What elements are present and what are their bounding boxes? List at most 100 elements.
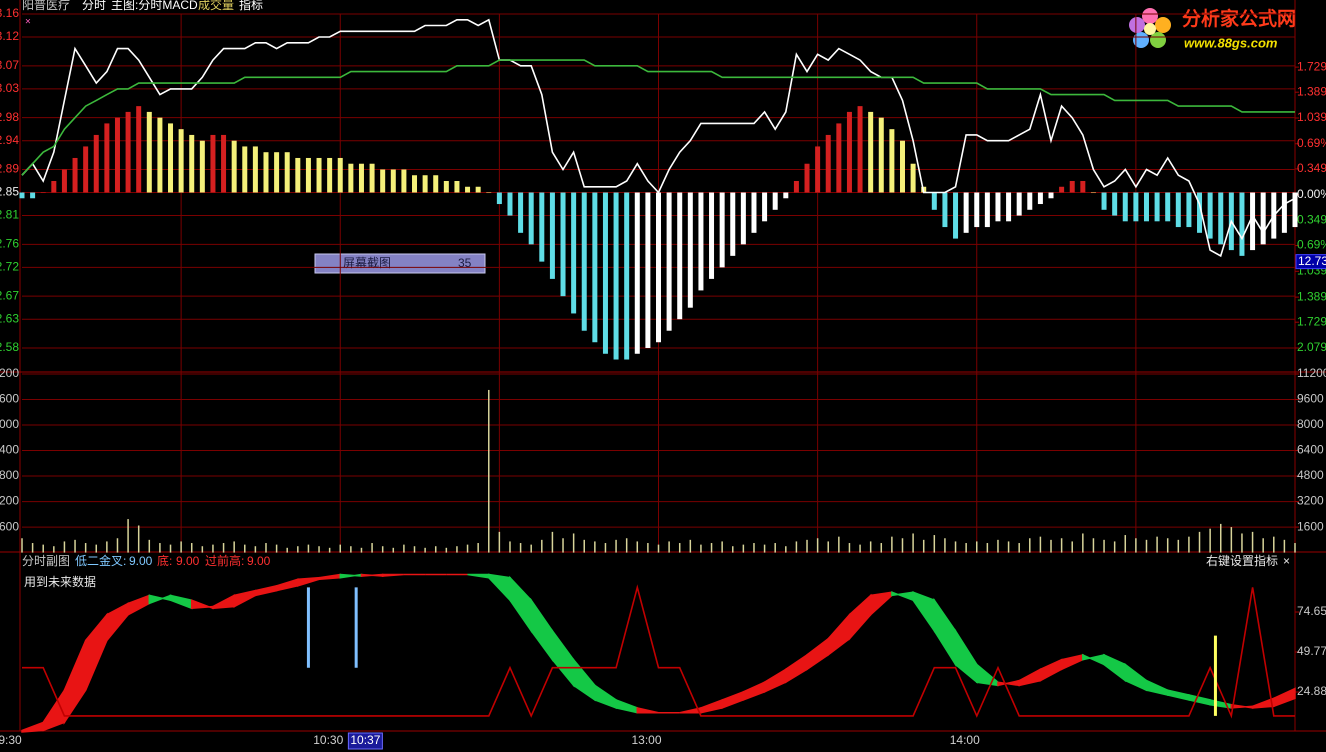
volume-bar xyxy=(1177,539,1180,553)
volume-bar xyxy=(1188,536,1190,553)
macd-bar xyxy=(953,192,959,239)
y2-tick-label: 0.349% xyxy=(1297,213,1326,227)
macd-bar xyxy=(751,192,757,233)
macd-bar xyxy=(284,152,290,193)
y2-tick-label: 0.00% xyxy=(1297,187,1326,201)
volume-bar xyxy=(42,544,44,553)
volume-bar xyxy=(721,541,723,553)
volume-bar xyxy=(615,539,617,553)
volume-bar xyxy=(1050,539,1052,553)
volume-bar xyxy=(604,543,607,553)
volume-bar xyxy=(594,541,596,553)
y-tick-label: 12.89 xyxy=(0,162,19,176)
macd-bar xyxy=(136,106,142,193)
macd-bar xyxy=(1260,192,1266,245)
macd-bar xyxy=(51,181,57,193)
subpanel-note: 用到未来数据 xyxy=(24,574,96,589)
macd-bar xyxy=(528,192,534,245)
macd-bar xyxy=(295,157,301,193)
tab[interactable]: 成交量 xyxy=(198,0,234,12)
macd-bar xyxy=(242,146,248,193)
subpanel-close[interactable]: × xyxy=(1283,554,1290,568)
y-tick-label: 8000 xyxy=(1297,417,1324,431)
ribbon-segment xyxy=(360,573,384,577)
macd-bar xyxy=(486,192,492,194)
volume-bar xyxy=(498,531,501,553)
volume-bar xyxy=(710,543,713,553)
y-tick-label: 1600 xyxy=(0,519,19,533)
macd-bar xyxy=(189,134,195,193)
macd-bar xyxy=(390,169,396,193)
y-tick-label: 12.58 xyxy=(0,340,19,354)
volume-bar xyxy=(1251,531,1254,553)
macd-bar xyxy=(1090,192,1096,194)
macd-bar xyxy=(146,111,152,193)
logo: 分析家公式网 www.88gs.com xyxy=(1129,7,1296,50)
y-tick-label: 13.12 xyxy=(0,29,19,43)
volume-bar xyxy=(816,538,819,553)
volume-bar xyxy=(84,543,87,553)
macd-bar xyxy=(104,123,110,193)
tab[interactable]: 分时 xyxy=(82,0,106,12)
popup-box[interactable] xyxy=(314,253,486,274)
macd-bar xyxy=(602,192,608,354)
tab[interactable]: 主图:分时MACD xyxy=(111,0,198,12)
macd-bar xyxy=(1175,192,1181,228)
volume-bar xyxy=(360,547,363,553)
macd-bar xyxy=(868,111,874,193)
volume-bar xyxy=(530,544,532,553)
macd-bar xyxy=(210,134,216,193)
macd-bar xyxy=(1281,192,1287,233)
volume-bar xyxy=(1294,543,1296,553)
macd-bar xyxy=(709,192,715,279)
close-button[interactable]: × xyxy=(25,17,31,28)
macd-bar xyxy=(1048,192,1054,199)
macd-bar xyxy=(846,111,852,193)
macd-bar xyxy=(454,181,460,193)
param-value: 9.00 xyxy=(176,554,200,568)
volume-bar xyxy=(562,538,564,553)
volume-bar xyxy=(190,543,193,553)
volume-bar xyxy=(753,543,755,553)
macd-bar xyxy=(878,117,884,193)
logo-petal xyxy=(1150,32,1166,48)
volume-bar xyxy=(774,543,776,553)
volume-bar xyxy=(732,546,734,553)
macd-bar xyxy=(231,140,237,193)
last-price-label: 12.73 xyxy=(1298,254,1326,268)
volume-bar xyxy=(763,544,766,553)
stock-name: 阳普医疗 xyxy=(22,0,70,12)
volume-bar xyxy=(572,533,575,553)
volume-bar xyxy=(339,544,341,553)
volume-bar xyxy=(869,541,872,553)
ribbon-segment xyxy=(636,706,659,714)
x-tick-label: 14:00 xyxy=(950,733,980,747)
macd-bar xyxy=(677,192,683,320)
macd-bar xyxy=(1250,192,1256,251)
volume-bar xyxy=(1166,538,1169,553)
macd-bar xyxy=(1292,192,1298,228)
macd-bar xyxy=(1133,192,1139,222)
y-tick-label: 12.98 xyxy=(0,110,19,124)
macd-bar xyxy=(687,192,693,308)
y-tick-label: 4800 xyxy=(0,468,19,482)
macd-bar xyxy=(719,192,725,268)
macd-bar xyxy=(1197,192,1203,233)
volume-bar xyxy=(1018,543,1020,553)
tab[interactable]: 指标 xyxy=(239,0,263,12)
y-tick-label: 49.77 xyxy=(1297,644,1326,658)
macd-bar xyxy=(560,192,566,297)
macd-bar xyxy=(178,129,184,193)
macd-bar xyxy=(157,117,163,193)
volume-bar xyxy=(233,541,235,553)
macd-bar xyxy=(1069,181,1075,193)
logo-name: 分析家公式网 xyxy=(1182,7,1296,30)
y-tick-label: 3200 xyxy=(1297,494,1324,508)
volume-bar xyxy=(424,547,426,553)
subpanel-menu[interactable]: 右键设置指标 xyxy=(1206,553,1278,568)
macd-bar xyxy=(974,192,980,228)
macd-bar xyxy=(931,192,937,210)
y-tick-label: 6400 xyxy=(0,443,19,457)
volume-bar xyxy=(445,547,448,553)
